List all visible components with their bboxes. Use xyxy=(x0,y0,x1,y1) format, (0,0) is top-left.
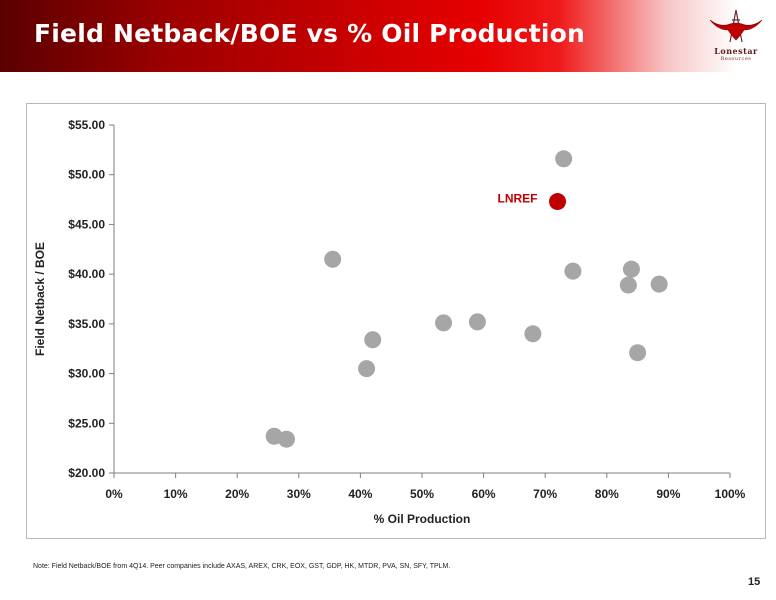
tick-labels: 0% 10% 20% 30% 40% 50% 60% 70% 80% 90% 100% $20.00 $… xyxy=(68,118,745,501)
company-logo: Lonestar Resources xyxy=(700,6,772,68)
y-tick-label: $35.00 xyxy=(68,317,105,331)
data-points: LNREF xyxy=(265,150,668,448)
x-tick-label: 60% xyxy=(472,487,496,501)
page-number: 15 xyxy=(748,576,761,588)
x-tick-label: 70% xyxy=(533,487,557,501)
lnref-point xyxy=(549,193,567,211)
scatter-chart: 0% 10% 20% 30% 40% 50% 60% 70% 80% 90% 100% $20.00 $… xyxy=(33,118,746,526)
x-tick-label: 100% xyxy=(715,487,746,501)
peer-point xyxy=(324,250,342,268)
peer-point xyxy=(650,275,668,293)
peer-point xyxy=(629,344,647,362)
y-tick-label: $50.00 xyxy=(68,168,105,182)
peer-point xyxy=(524,325,542,343)
y-tick-label: $30.00 xyxy=(68,367,105,381)
y-tick-label: $20.00 xyxy=(68,466,105,480)
peer-point xyxy=(468,313,486,331)
x-tick-label: 40% xyxy=(348,487,372,501)
slide-title: Field Netback/BOE vs % Oil Production xyxy=(34,19,585,48)
longhorn-bull-oil-derrick-icon xyxy=(709,9,763,43)
y-axis-label: Field Netback / BOE xyxy=(33,242,47,356)
logo-tagline: Resources xyxy=(720,56,752,62)
peer-point xyxy=(358,360,376,378)
x-axis-label: % Oil Production xyxy=(374,512,471,526)
peer-point xyxy=(364,331,382,349)
x-tick-label: 30% xyxy=(287,487,311,501)
peer-point xyxy=(555,150,573,168)
x-tick-label: 90% xyxy=(656,487,680,501)
slide-header: Field Netback/BOE vs % Oil Production xyxy=(0,0,776,72)
y-tick-label: $55.00 xyxy=(68,118,105,132)
x-tick-label: 10% xyxy=(164,487,188,501)
x-tick-label: 80% xyxy=(595,487,619,501)
chart-frame xyxy=(26,103,766,539)
peer-point xyxy=(622,260,640,278)
footnote: Note: Field Netback/BOE from 4Q14. Peer … xyxy=(33,563,451,570)
x-tick-label: 50% xyxy=(410,487,434,501)
logo-name: Lonestar xyxy=(714,46,758,56)
y-tick-label: $45.00 xyxy=(68,217,105,231)
chart-axes xyxy=(109,124,731,478)
lnref-data-label: LNREF xyxy=(498,192,538,206)
peer-point xyxy=(277,430,295,448)
x-tick-label: 0% xyxy=(105,487,123,501)
y-tick-label: $25.00 xyxy=(68,416,105,430)
peer-point xyxy=(435,314,453,332)
x-tick-label: 20% xyxy=(225,487,249,501)
y-tick-label: $40.00 xyxy=(68,267,105,281)
peer-point xyxy=(619,276,637,294)
peer-point xyxy=(564,262,582,280)
